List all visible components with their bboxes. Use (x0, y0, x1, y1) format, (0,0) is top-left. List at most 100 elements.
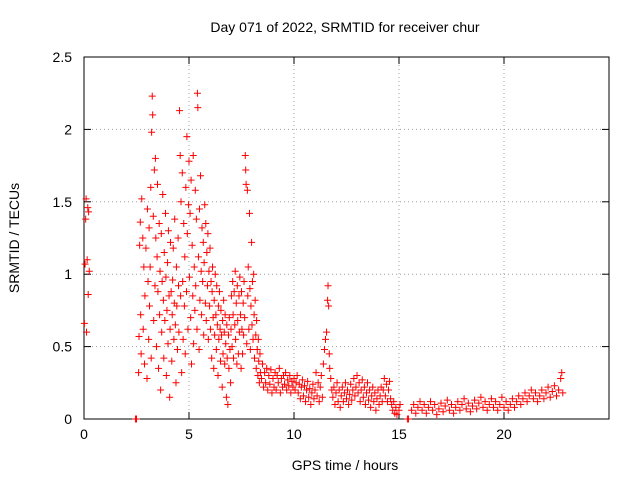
data-point (351, 392, 359, 400)
data-point (314, 379, 322, 387)
data-point (202, 317, 210, 325)
data-point (462, 405, 470, 413)
data-point (315, 398, 323, 406)
data-point (498, 393, 506, 401)
data-point (194, 253, 202, 261)
data-point (190, 263, 198, 271)
data-point (256, 350, 264, 358)
data-point (180, 220, 188, 228)
data-point (172, 263, 180, 271)
data-point (203, 282, 211, 290)
y-tick-label: 2 (64, 121, 72, 137)
data-point (264, 386, 272, 394)
data-point (365, 396, 373, 404)
data-point (369, 383, 377, 391)
data-point (291, 386, 299, 394)
data-point (246, 285, 254, 293)
data-point (305, 393, 313, 401)
data-point (150, 317, 158, 325)
data-point (233, 360, 241, 368)
data-point (232, 299, 240, 307)
data-point (238, 288, 245, 296)
data-point (189, 292, 197, 300)
data-point (340, 389, 348, 397)
grid-lines (84, 57, 609, 419)
data-point (217, 357, 224, 365)
data-point (196, 296, 204, 304)
data-point (324, 296, 332, 304)
data-point (254, 335, 262, 343)
x-tick-label: 0 (80, 426, 88, 442)
data-point (272, 386, 280, 394)
data-point (269, 374, 277, 382)
data-point (214, 372, 222, 380)
data-point (445, 406, 453, 414)
data-point (515, 392, 523, 400)
y-axis-title: SRMTID / TECUs (6, 183, 22, 293)
data-point (198, 311, 206, 319)
data-point (170, 335, 178, 343)
data-point (246, 345, 254, 353)
data-point (506, 401, 514, 409)
data-point (166, 393, 174, 401)
plot-frame (83, 56, 610, 420)
data-point (188, 360, 196, 368)
data-point (215, 288, 223, 296)
data-point (395, 406, 403, 414)
data-point (301, 382, 308, 390)
data-point (327, 374, 335, 382)
data-point (177, 292, 185, 300)
data-point (189, 151, 197, 159)
data-point (471, 396, 479, 404)
data-point (325, 350, 333, 358)
data-point (331, 401, 339, 409)
data-point (473, 405, 481, 413)
data-point (517, 401, 525, 409)
data-point (396, 401, 404, 409)
data-point (485, 401, 493, 409)
data-point (362, 389, 370, 397)
data-point (181, 350, 189, 358)
data-point (149, 212, 157, 220)
data-point (187, 314, 195, 322)
data-point (145, 335, 153, 343)
data-point (527, 386, 535, 394)
data-point (160, 354, 168, 362)
data-point (208, 354, 216, 362)
data-point (222, 340, 230, 348)
data-point (150, 166, 158, 174)
y-tick-label: 2.5 (53, 49, 73, 65)
data-point (220, 296, 228, 304)
data-point (137, 311, 145, 319)
data-point (160, 248, 168, 256)
data-point (500, 403, 508, 411)
data-point (441, 402, 449, 410)
data-point (233, 282, 241, 290)
data-point (252, 364, 260, 372)
data-point (169, 276, 177, 284)
data-point (148, 128, 156, 136)
data-point (316, 383, 324, 391)
data-point (332, 389, 340, 397)
data-point (393, 411, 401, 419)
data-point (230, 354, 238, 362)
data-point (192, 215, 200, 223)
data-point (139, 325, 147, 333)
data-point (186, 209, 194, 217)
data-point (204, 335, 212, 343)
data-point (173, 302, 181, 310)
data-point (137, 350, 145, 358)
data-point (307, 401, 315, 409)
data-point (178, 369, 186, 377)
y-tick-label: 1 (64, 266, 72, 282)
data-point (366, 386, 374, 394)
data-point (244, 263, 252, 271)
data-point (181, 253, 189, 261)
data-point (139, 234, 147, 242)
data-point (540, 395, 548, 403)
data-point (211, 270, 219, 278)
data-point (304, 377, 312, 385)
data-point (255, 357, 263, 365)
data-point (209, 263, 217, 271)
data-point (182, 183, 190, 191)
